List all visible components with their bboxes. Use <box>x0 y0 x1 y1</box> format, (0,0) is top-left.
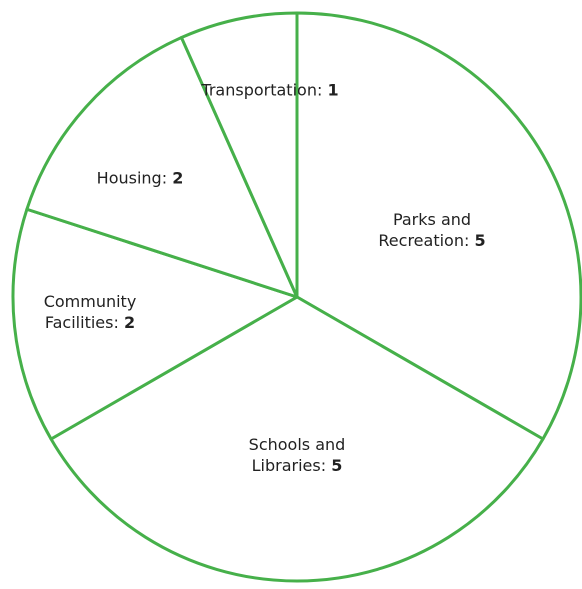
slice-category: Housing: <box>96 168 168 188</box>
slice-value: 5 <box>474 231 486 250</box>
slice-label: Parks and Recreation: 5 <box>375 209 490 251</box>
slice-category: Transportation: <box>201 80 323 100</box>
slice-category: Schools and Libraries: <box>248 435 346 475</box>
pie-slice <box>49 295 545 583</box>
slice-label: Housing: 2 <box>60 168 220 189</box>
slice-value: 2 <box>172 168 184 188</box>
pie-slice <box>295 11 582 441</box>
pie-slice <box>25 36 299 299</box>
slice-label: Community Facilities: 2 <box>40 291 140 333</box>
slice-label: Transportation: 1 <box>170 80 370 101</box>
slice-value: 1 <box>327 80 339 100</box>
slice-category: Community Facilities: <box>43 292 137 332</box>
pie-slice <box>179 11 299 299</box>
slice-category: Parks and Recreation: <box>378 210 472 250</box>
pie-slice <box>11 207 299 441</box>
slice-value: 5 <box>331 456 343 475</box>
slice-value: 2 <box>123 313 136 332</box>
slice-label: Schools and Libraries: 5 <box>237 434 357 476</box>
